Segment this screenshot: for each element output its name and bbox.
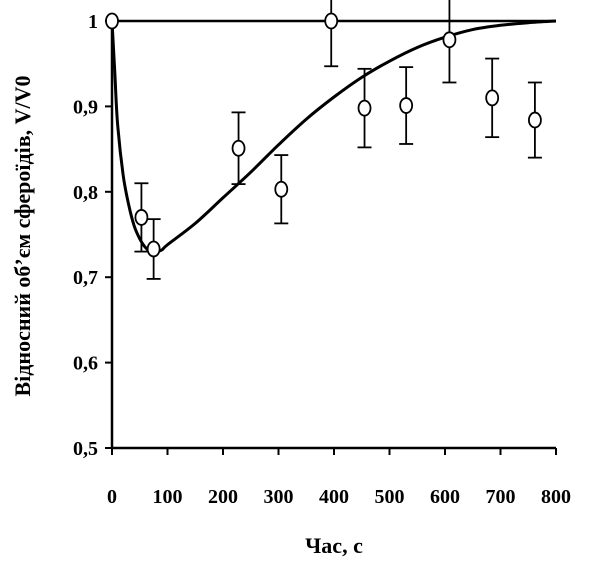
- x-tick-label: 800: [541, 486, 571, 508]
- y-axis-ticks: 0,5 0,6 0,7 0,8 0,9 1: [73, 11, 112, 460]
- y-tick-label: 1: [88, 11, 98, 33]
- data-point: [357, 99, 372, 117]
- data-point: [231, 139, 246, 157]
- y-tick-label: 0,9: [73, 96, 98, 118]
- data-point: [528, 111, 542, 129]
- x-axis-label: Час, с: [305, 533, 363, 558]
- data-point: [274, 180, 289, 198]
- data-points: [105, 0, 542, 280]
- fit-curve-line: [110, 19, 557, 254]
- y-axis-label: Відносний об’єм сфероїдів, V/V0: [10, 75, 35, 396]
- x-tick-label: 300: [264, 486, 294, 508]
- data-point: [485, 89, 500, 107]
- fit-curve: [110, 19, 557, 254]
- x-tick-label: 600: [430, 486, 460, 508]
- x-tick-label: 0: [107, 486, 117, 508]
- data-point: [146, 240, 161, 258]
- x-tick-label: 500: [375, 486, 405, 508]
- x-tick-label: 100: [153, 486, 183, 508]
- data-point: [442, 31, 457, 49]
- y-tick-label: 0,5: [73, 438, 98, 460]
- x-axis-ticks: 0 100 200 300 400 500 600 700 800: [107, 448, 571, 508]
- y-tick-label: 0,6: [73, 353, 98, 375]
- x-tick-label: 700: [486, 486, 516, 508]
- y-tick-label: 0,8: [73, 182, 98, 204]
- x-tick-label: 400: [319, 486, 349, 508]
- data-point: [134, 209, 149, 226]
- axes: [110, 21, 556, 450]
- data-point: [399, 97, 414, 114]
- data-point: [105, 12, 119, 30]
- x-tick-label: 200: [208, 486, 238, 508]
- data-point: [324, 12, 339, 30]
- y-tick-label: 0,7: [73, 267, 98, 289]
